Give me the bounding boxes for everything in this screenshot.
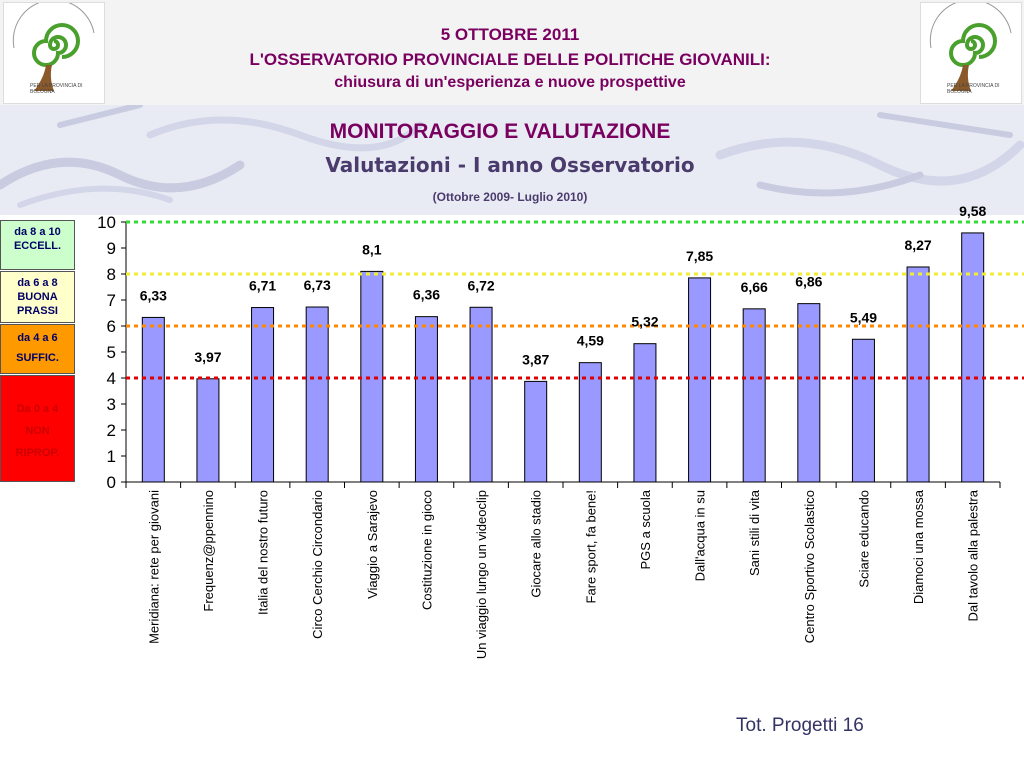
bar — [360, 270, 384, 483]
bar — [251, 307, 275, 483]
x-category-label: Costituzione in gioco — [419, 490, 434, 610]
bar — [633, 343, 657, 483]
data-label: 5,49 — [850, 309, 877, 325]
x-category-label: Dall'acqua in su — [693, 490, 708, 581]
data-label: 6,72 — [467, 277, 494, 293]
legend-range: da 6 a 8 — [17, 277, 58, 289]
data-label: 6,66 — [741, 279, 768, 295]
spiral-logo-icon — [929, 3, 1012, 91]
data-label: 6,86 — [795, 274, 822, 290]
bar — [906, 266, 930, 483]
y-tick-label: 0 — [107, 473, 116, 492]
data-label: 8,27 — [904, 237, 931, 253]
x-category-label: Sani stili di vita — [747, 489, 762, 576]
logo-right: PER LA PROVINCIA DI BOLOGNA — [920, 2, 1022, 104]
legend-label: ECCELL. — [13, 240, 62, 252]
x-category-label: Circo Cerchio Circondario — [310, 490, 325, 639]
bar — [961, 232, 985, 483]
x-category-label: Meridiana: rete per giovani — [146, 490, 161, 644]
y-tick-label: 6 — [107, 317, 116, 336]
total-projects: Tot. Progetti 16 — [736, 715, 864, 736]
x-category-label: Centro Sportivo Scolastico — [802, 490, 817, 643]
data-label: 7,85 — [686, 248, 713, 264]
logo-caption: PER LA PROVINCIA DI BOLOGNA — [947, 83, 1000, 95]
y-tick-label: 5 — [107, 343, 116, 362]
data-label: 5,32 — [631, 314, 658, 330]
logo-left: PER LA PROVINCIA DI BOLOGNA — [3, 2, 105, 104]
x-category-label: Frequenz@ppennino — [201, 490, 216, 612]
chart-title: Valutazioni - I anno Osservatorio — [325, 153, 695, 177]
bar — [851, 338, 875, 483]
y-tick-label: 9 — [107, 239, 116, 258]
decorative-band — [0, 105, 1024, 215]
legend-label: SUFFIC. — [16, 352, 59, 364]
y-tick-label: 7 — [107, 291, 116, 310]
bar — [305, 306, 329, 483]
x-category-label: Sciare educando — [856, 490, 871, 588]
bar — [469, 306, 493, 483]
spiral-logo-icon — [12, 3, 95, 91]
legend-sufficient: da 4 a 6 SUFFIC. — [0, 324, 75, 374]
bar — [688, 277, 712, 483]
x-category-label: Dal tavolo alla palestra — [966, 489, 981, 621]
x-category-label: Fare sport, fa bene! — [583, 490, 598, 603]
data-label: 6,36 — [413, 287, 440, 303]
legend-label: NON — [25, 425, 50, 437]
x-category-label: Diamoci una mossa — [911, 489, 926, 604]
legend-range: da 8 a 10 — [14, 226, 61, 238]
event-date: 5 OTTOBRE 2011 — [440, 25, 580, 44]
legend-label: BUONA — [17, 291, 58, 303]
bar — [196, 378, 220, 483]
legend-excellent: da 8 a 10 ECCELL. — [0, 220, 75, 270]
chart-period: (Ottobre 2009- Luglio 2010) — [432, 190, 588, 204]
x-category-label: Italia del nostro futuro — [256, 490, 271, 615]
legend-range: da 4 a 6 — [17, 332, 58, 344]
y-tick-label: 3 — [107, 395, 116, 414]
logo-caption: PER LA PROVINCIA DI BOLOGNA — [30, 83, 83, 95]
bar — [578, 362, 602, 483]
bar — [414, 316, 438, 483]
data-label: 9,58 — [959, 203, 986, 219]
data-label: 6,33 — [140, 287, 167, 303]
data-label: 3,97 — [194, 349, 221, 365]
decorative-strokes — [0, 105, 1024, 208]
data-label: 6,73 — [304, 277, 331, 293]
data-label: 8,1 — [362, 241, 382, 257]
y-tick-label: 10 — [97, 213, 116, 232]
y-tick-label: 2 — [107, 421, 116, 440]
organization-title: L'OSSERVATORIO PROVINCIALE DELLE POLITIC… — [249, 50, 771, 69]
header-background — [0, 0, 1024, 105]
x-category-label: PGS a scuola — [638, 489, 653, 569]
bar — [742, 308, 766, 483]
x-category-label: Un viaggio lungo un videoclip — [474, 490, 489, 659]
section-title: MONITORAGGIO E VALUTAZIONE — [329, 120, 671, 143]
bar — [141, 316, 165, 483]
y-tick-label: 4 — [107, 369, 116, 388]
legend-label: RIPROP. — [15, 447, 60, 459]
bar — [524, 380, 548, 483]
data-label: 3,87 — [522, 351, 549, 367]
legend-range: Da 0 a 4 — [16, 403, 59, 415]
y-tick-label: 8 — [107, 265, 116, 284]
data-label: 6,71 — [249, 278, 276, 294]
event-subtitle: chiusura di un'esperienza e nuove prospe… — [334, 74, 686, 91]
x-category-label: Giocare allo stadio — [529, 490, 544, 598]
legend-label: PRASSI — [17, 305, 58, 317]
y-tick-label: 1 — [107, 447, 116, 466]
legend-good-practice: da 6 a 8 BUONA PRASSI — [0, 271, 75, 323]
legend-not-reproposable: Da 0 a 4 NON RIPROP. — [0, 375, 75, 482]
data-label: 4,59 — [577, 333, 604, 349]
x-category-label: Viaggio a Sarajevo — [365, 490, 380, 599]
bar — [797, 303, 821, 483]
